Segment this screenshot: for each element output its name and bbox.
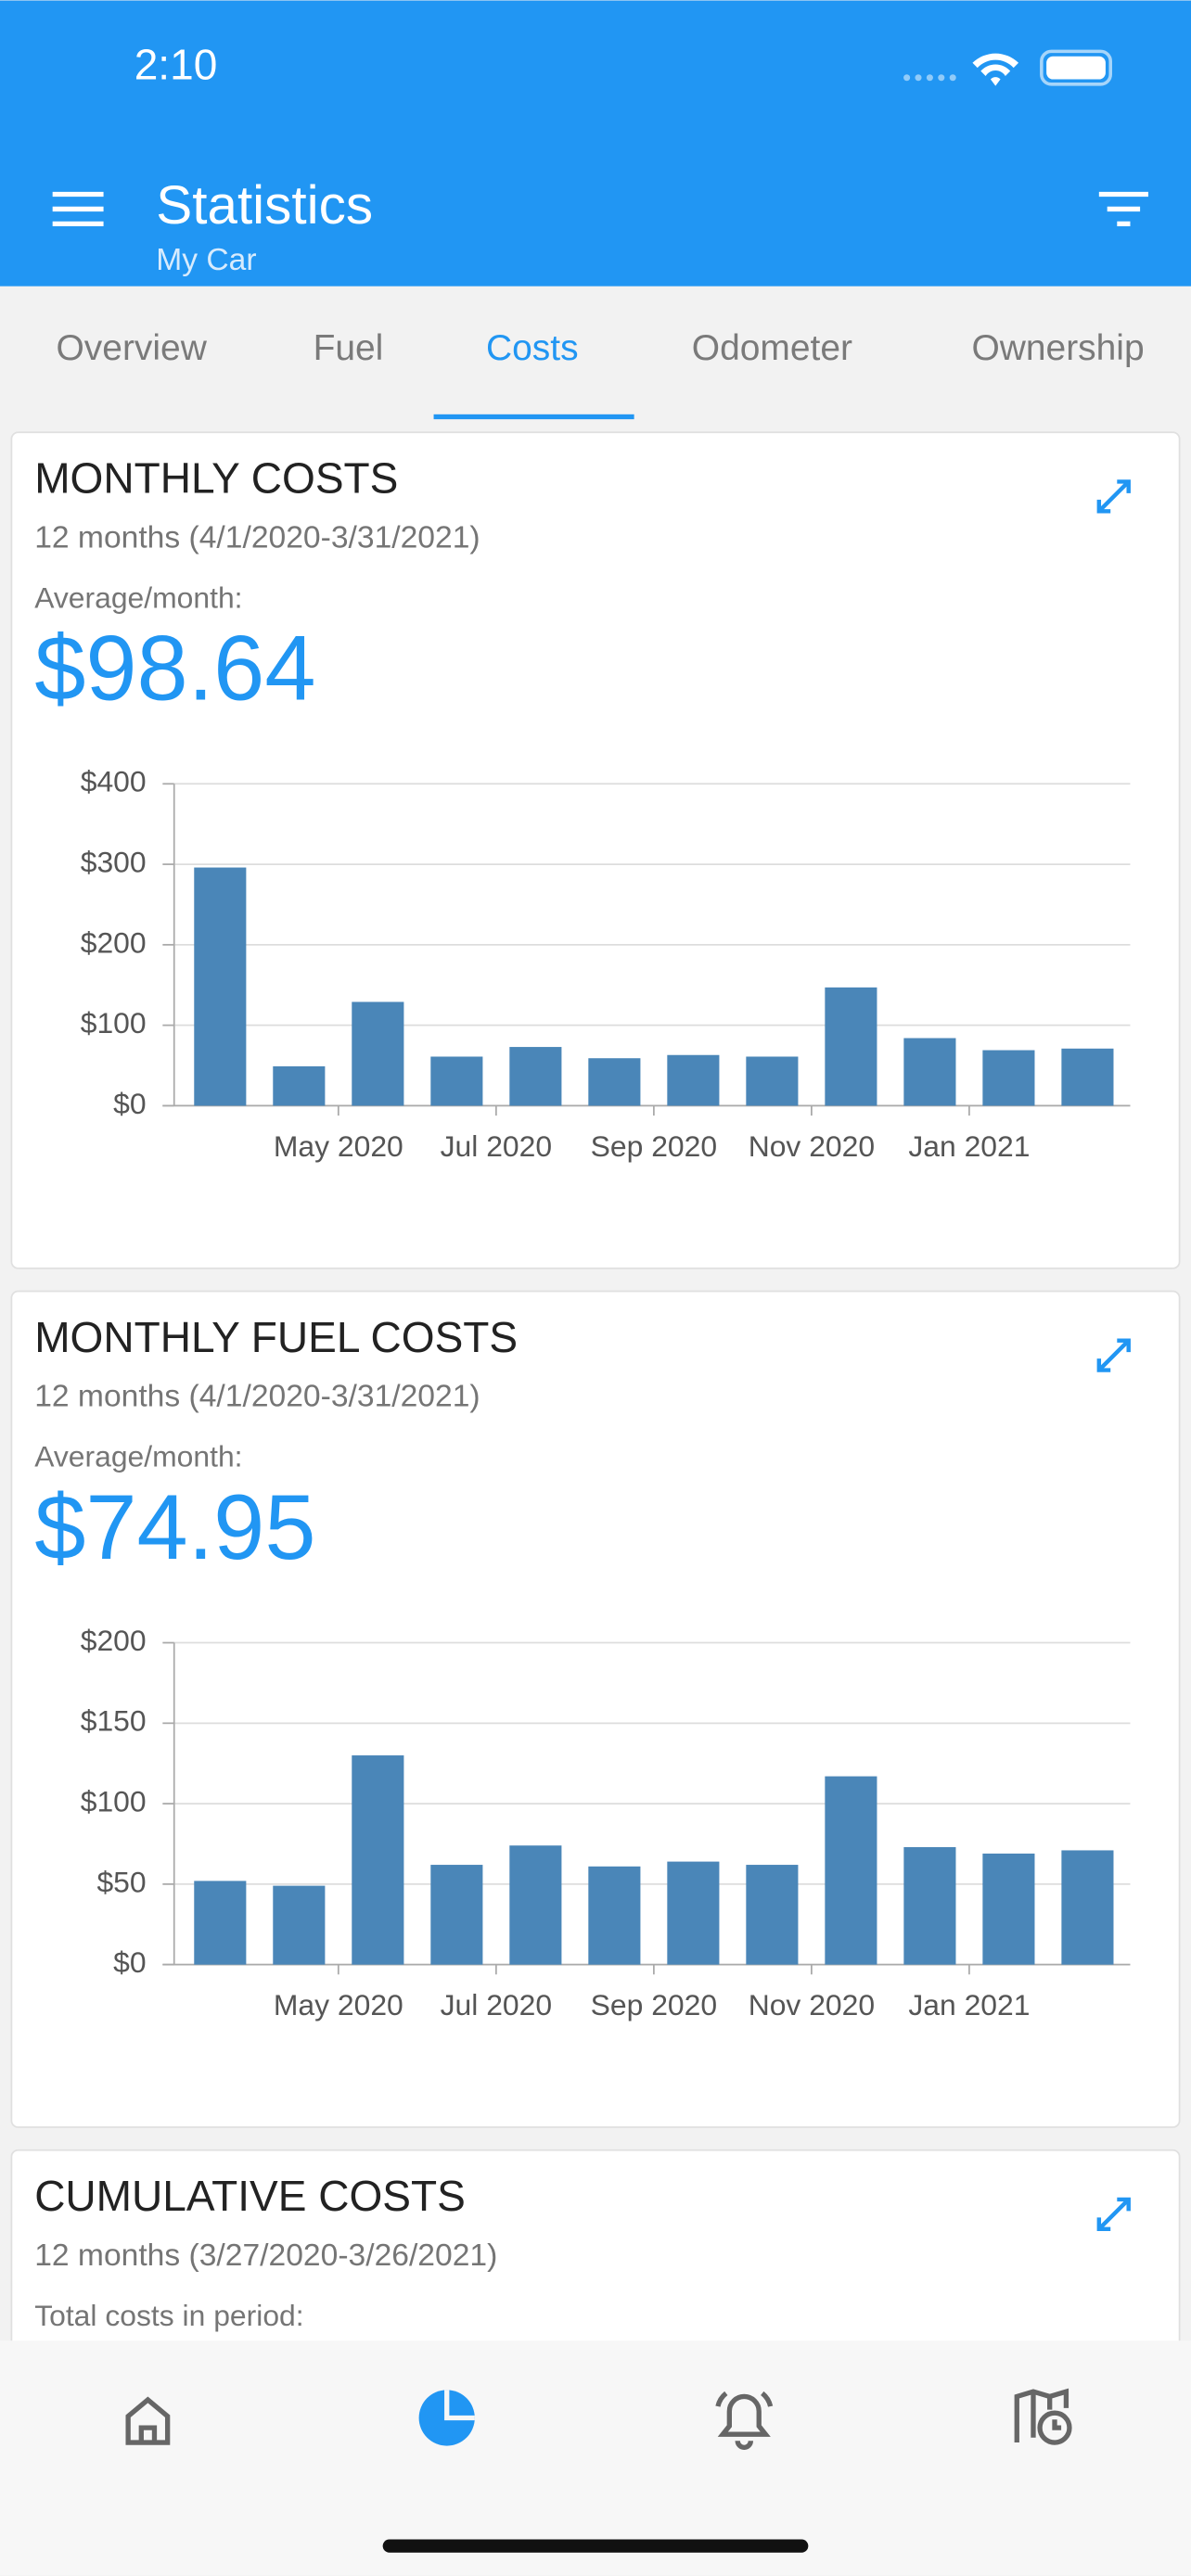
tab[interactable]: Ownership <box>971 328 1144 368</box>
bar <box>667 1861 720 1965</box>
bar <box>430 1056 483 1106</box>
app-title: Statistics <box>156 175 373 236</box>
bar <box>982 1853 1035 1965</box>
average-label: Average/month: <box>34 580 242 614</box>
bar <box>273 1065 326 1106</box>
bar <box>903 1038 956 1106</box>
card-title: MONTHLY FUEL COSTS <box>34 1313 518 1361</box>
nav-reminders[interactable] <box>715 2391 774 2450</box>
x-tick-label: Nov 2020 <box>749 1988 875 2021</box>
nav-trips[interactable] <box>1014 2388 1072 2445</box>
filter-button[interactable] <box>1098 191 1148 227</box>
x-tick-label: May 2020 <box>274 1988 403 2021</box>
bar <box>825 987 877 1106</box>
total-label: Total costs in period: <box>34 2299 303 2332</box>
y-tick-label: $300 <box>81 845 147 878</box>
expand-button[interactable] <box>1096 1338 1131 1372</box>
bar <box>588 1058 641 1106</box>
average-value: $98.64 <box>34 618 315 721</box>
tab[interactable]: Fuel <box>314 328 384 368</box>
tab-active[interactable]: Costs <box>486 328 579 368</box>
bar <box>667 1054 720 1106</box>
y-tick-label: $100 <box>81 1785 147 1818</box>
status-icons <box>903 49 1112 86</box>
tab[interactable]: Overview <box>57 328 208 368</box>
y-tick-label: $100 <box>81 1006 147 1039</box>
bar <box>194 867 247 1106</box>
x-tick-label: May 2020 <box>274 1129 403 1163</box>
bar <box>352 1001 404 1106</box>
x-tick-label: Jan 2021 <box>908 1129 1030 1163</box>
tab-indicator <box>433 414 634 420</box>
charts: $0 $100 $200 $300 $400 May 2020 Jul 2020 Sep 20… <box>81 765 1131 2021</box>
bar <box>746 1056 799 1106</box>
y-tick-label: $200 <box>81 925 147 959</box>
card-title: MONTHLY COSTS <box>34 454 398 503</box>
bar <box>903 1846 956 1965</box>
y-tick-label: $400 <box>81 765 147 798</box>
bar <box>509 1845 562 1965</box>
y-tick-label: $50 <box>96 1865 146 1898</box>
bar <box>194 1881 247 1965</box>
x-tick-label: Sep 2020 <box>591 1988 717 2021</box>
bar <box>825 1776 877 1965</box>
menu-button[interactable] <box>52 191 104 227</box>
bottom-nav <box>0 2340 1191 2576</box>
x-tick-label: Jan 2021 <box>908 1988 1030 2021</box>
bar <box>1061 1850 1114 1965</box>
average-label: Average/month: <box>34 1440 242 1473</box>
y-tick-label: $0 <box>113 1087 146 1120</box>
app-subtitle: My Car <box>156 243 256 277</box>
bar <box>430 1865 483 1965</box>
bar <box>746 1865 799 1965</box>
card-period: 12 months (4/1/2020-3/31/2021) <box>34 1380 480 1414</box>
bar <box>273 1885 326 1965</box>
bar <box>1061 1048 1114 1106</box>
expand-button[interactable] <box>1096 2197 1131 2232</box>
card <box>10 431 1181 1269</box>
card-period: 12 months (3/27/2020-3/26/2021) <box>34 2238 497 2273</box>
nav-home[interactable] <box>125 2396 171 2445</box>
card-period: 12 months (4/1/2020-3/31/2021) <box>34 520 480 555</box>
y-tick-label: $150 <box>81 1704 147 1738</box>
nav-statistics[interactable] <box>418 2390 475 2446</box>
x-tick-label: Jul 2020 <box>441 1129 552 1163</box>
time: 2:10 <box>134 40 218 88</box>
bar <box>352 1755 404 1965</box>
app-bar <box>0 0 1191 287</box>
bar <box>509 1047 562 1106</box>
x-tick-label: Sep 2020 <box>591 1129 717 1163</box>
bar <box>588 1866 641 1965</box>
y-tick-label: $0 <box>113 1945 146 1979</box>
x-tick-label: Jul 2020 <box>441 1988 552 2021</box>
y-tick-label: $200 <box>81 1624 147 1657</box>
card-title: CUMULATIVE COSTS <box>34 2172 466 2220</box>
tab[interactable]: Odometer <box>692 328 852 368</box>
bar <box>982 1050 1035 1106</box>
average-value: $74.95 <box>34 1476 315 1579</box>
x-tick-label: Nov 2020 <box>749 1129 875 1163</box>
home-indicator <box>382 2539 809 2553</box>
expand-button[interactable] <box>1096 479 1131 514</box>
